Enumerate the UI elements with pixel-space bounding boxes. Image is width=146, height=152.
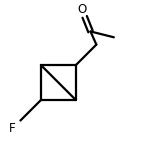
Text: O: O xyxy=(78,3,87,16)
Text: F: F xyxy=(9,122,16,135)
